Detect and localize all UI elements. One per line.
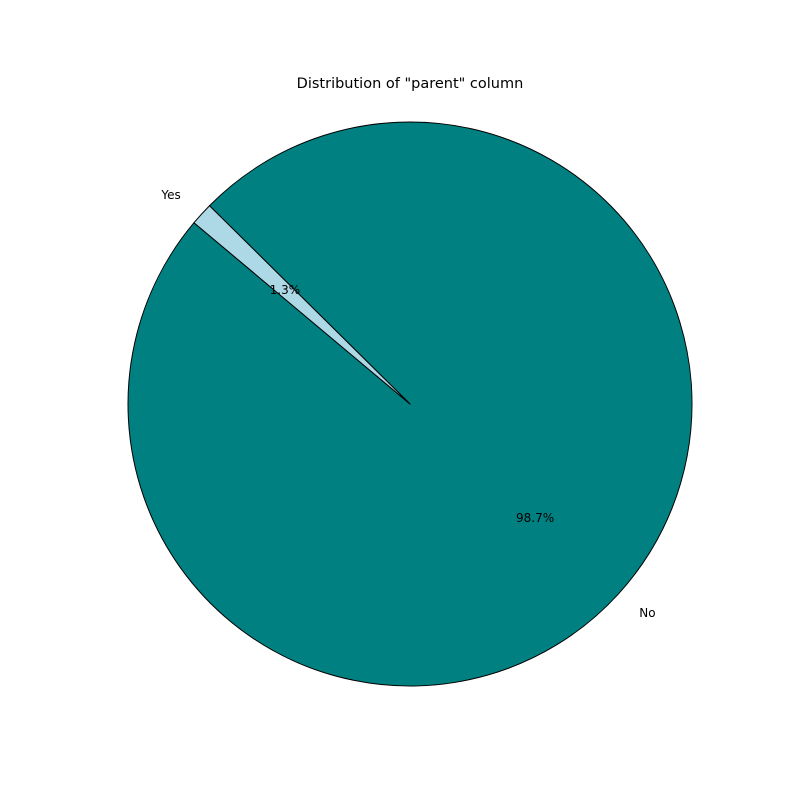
percent-label-yes: 1.3% (270, 283, 301, 297)
slice-label-no: No (639, 606, 655, 620)
pie-slice-yes (193, 205, 411, 405)
slice-label-yes: Yes (160, 188, 180, 202)
pie-labels: No 98.7% Yes 1.3% (160, 188, 655, 620)
percent-label-no: 98.7% (516, 511, 554, 525)
chart-title: Distribution of "parent" column (297, 76, 524, 92)
pie-slices (127, 121, 693, 687)
